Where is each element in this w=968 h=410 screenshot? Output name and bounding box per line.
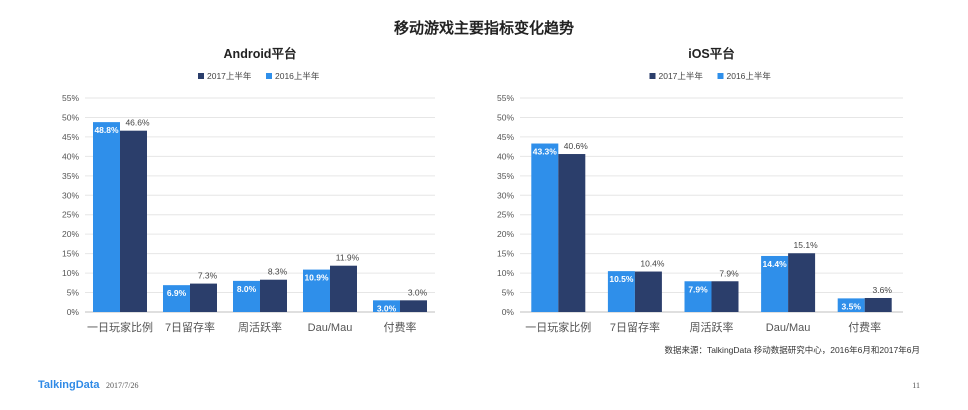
x-tick-label: 一日玩家比例 — [87, 320, 153, 334]
y-tick-label: 35% — [497, 171, 514, 181]
legend-label: 2016上半年 — [275, 71, 320, 81]
bar-2017 — [400, 300, 427, 312]
x-tick-label: 一日玩家比例 — [525, 320, 591, 334]
data-label-2016: 10.9% — [304, 273, 329, 283]
bar-2017 — [260, 279, 287, 312]
data-label-2017: 46.6% — [125, 118, 150, 128]
data-label-2017: 3.0% — [408, 287, 428, 297]
bar-2016 — [373, 300, 400, 312]
y-tick-label: 55% — [497, 93, 514, 103]
legend-swatch — [198, 73, 204, 79]
bar-2017 — [788, 253, 816, 312]
y-tick-label: 25% — [62, 210, 79, 220]
legend-label: 2017上半年 — [659, 71, 704, 81]
page-number: 11 — [912, 381, 920, 390]
y-tick-label: 15% — [62, 249, 79, 259]
bar-2016 — [837, 298, 865, 312]
data-label-2016: 3.5% — [842, 301, 862, 311]
y-tick-label: 40% — [62, 151, 79, 161]
data-label-2017: 40.6% — [564, 141, 589, 151]
bar-2016 — [163, 285, 190, 312]
x-tick-label: 付费率 — [848, 320, 881, 334]
android-chart: Android平台 2017上半年 2016上半年 0% 5% 10% 15% 20% 25% 3… — [62, 46, 435, 334]
y-tick-label: 25% — [497, 210, 514, 220]
data-label-2016: 10.5% — [609, 274, 634, 284]
y-tick-label: 50% — [62, 112, 79, 122]
legend-swatch — [266, 73, 272, 79]
bar-2017 — [120, 130, 147, 312]
chart-title: Android平台 — [224, 46, 297, 61]
data-label-2017: 7.9% — [719, 268, 739, 278]
bar-2016 — [607, 271, 635, 312]
y-tick-label: 0% — [67, 307, 80, 317]
bar-2017 — [864, 297, 892, 312]
legend-label: 2016上半年 — [727, 71, 772, 81]
data-label-2017: 8.3% — [268, 267, 288, 277]
x-tick-label: Dau/Mau — [766, 322, 811, 334]
y-tick-label: 10% — [62, 268, 79, 278]
y-tick-label: 5% — [67, 288, 80, 298]
brand-logo-text: TalkingData — [38, 379, 100, 391]
y-tick-label: 50% — [497, 112, 514, 122]
y-tick-label: 20% — [62, 229, 79, 239]
bar-2016 — [303, 269, 330, 312]
data-label-2016: 3.0% — [377, 303, 397, 313]
data-label-2017: 10.4% — [640, 259, 665, 269]
y-tick-label: 20% — [497, 229, 514, 239]
y-tick-label: 35% — [62, 171, 79, 181]
page-title: 移动游戏主要指标变化趋势 — [393, 20, 574, 37]
legend-swatch — [717, 73, 724, 79]
footer-date: 2017/7/26 — [106, 381, 139, 390]
y-tick-label: 30% — [497, 190, 514, 200]
y-tick-label: 15% — [497, 249, 514, 259]
legend-swatch — [649, 73, 656, 79]
bar-2017 — [190, 283, 217, 312]
bar-2016 — [93, 122, 120, 313]
y-tick-label: 45% — [497, 132, 514, 142]
y-tick-label: 55% — [62, 93, 79, 103]
bar-2016 — [531, 143, 559, 312]
y-tick-label: 40% — [497, 151, 514, 161]
data-label-2017: 3.6% — [873, 285, 893, 295]
data-label-2017: 7.3% — [198, 271, 218, 281]
bar-2017 — [558, 154, 586, 312]
data-label-2016: 7.9% — [688, 284, 708, 294]
x-tick-label: 7日留存率 — [610, 320, 660, 334]
data-label-2017: 15.1% — [794, 240, 819, 250]
x-tick-label: 付费率 — [384, 320, 417, 334]
data-label-2017: 11.9% — [336, 253, 360, 263]
bar-2016 — [233, 280, 260, 312]
bar-2017 — [634, 271, 662, 312]
x-tick-label: 7日留存率 — [165, 320, 215, 334]
y-tick-label: 0% — [502, 307, 515, 317]
y-tick-label: 5% — [502, 288, 515, 298]
legend-label: 2017上半年 — [207, 71, 252, 81]
bar-2016 — [684, 281, 712, 312]
x-tick-label: 周活跃率 — [690, 320, 734, 334]
y-tick-label: 30% — [62, 190, 79, 200]
bar-2017 — [330, 265, 357, 312]
y-tick-label: 45% — [62, 132, 79, 142]
x-tick-label: 周活跃率 — [238, 320, 282, 334]
data-label-2016: 48.8% — [94, 125, 119, 135]
y-tick-label: 10% — [497, 268, 514, 278]
data-label-2016: 14.4% — [763, 259, 788, 269]
data-label-2016: 6.9% — [167, 288, 187, 298]
chart-title: iOS平台 — [688, 46, 735, 61]
data-label-2016: 43.3% — [533, 147, 558, 157]
data-label-2016: 8.0% — [237, 284, 257, 294]
bar-2016 — [761, 255, 789, 312]
ios-chart: iOS平台 2017上半年 2016上半年 0% 5% 10% 15% 20% 25% 30% 35… — [497, 46, 903, 334]
data-source-note: 数据来源：TalkingData 移动数据研究中心，2016年6月和2017年6… — [664, 345, 920, 355]
x-tick-label: Dau/Mau — [308, 322, 353, 334]
bar-2017 — [711, 281, 739, 312]
